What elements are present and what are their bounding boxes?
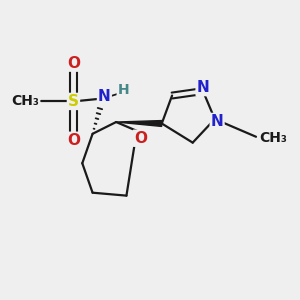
Polygon shape <box>116 121 162 126</box>
Text: O: O <box>67 56 80 70</box>
Text: O: O <box>134 131 147 146</box>
Text: O: O <box>67 133 80 148</box>
Text: CH₃: CH₃ <box>259 131 287 145</box>
Text: N: N <box>211 114 224 129</box>
Text: CH₃: CH₃ <box>12 94 40 108</box>
Text: H: H <box>118 83 129 97</box>
Text: S: S <box>68 94 79 109</box>
Text: N: N <box>98 89 111 104</box>
Text: N: N <box>196 80 209 95</box>
